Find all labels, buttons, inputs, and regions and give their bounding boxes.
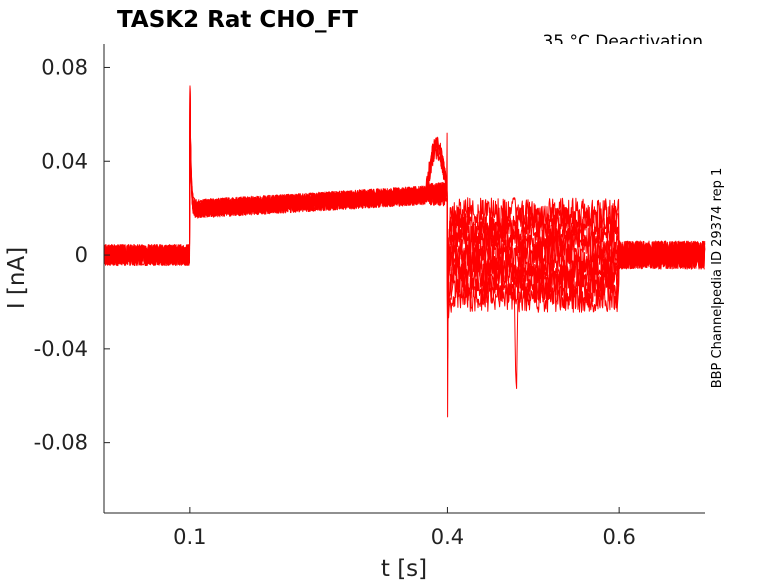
x-axis-ticks: 0.1 0.4 0.6 — [173, 507, 636, 549]
channelpedia-id-label: BBP Channelpedia ID 29374 rep 1 — [710, 168, 725, 389]
plot-area — [103, 44, 706, 514]
current-trace-10 — [103, 85, 706, 337]
y-tick-label: -0.04 — [34, 337, 88, 361]
trace-group — [103, 85, 706, 418]
x-tick-label: 0.6 — [602, 525, 635, 549]
y-axis-ticks: 0.08 0.04 0 -0.04 -0.08 — [34, 55, 110, 455]
y-axis-label: I [nA] — [4, 247, 30, 309]
chart-title: TASK2 Rat CHO_FT — [117, 7, 358, 33]
x-tick-label: 0.4 — [431, 525, 464, 549]
y-tick-label: -0.08 — [34, 431, 88, 455]
x-axis-label: t [s] — [381, 556, 427, 582]
x-tick-label: 0.1 — [173, 525, 206, 549]
plot-background — [104, 44, 705, 513]
y-tick-label: 0.04 — [41, 149, 88, 173]
y-tick-label: 0 — [75, 243, 88, 267]
y-tick-label: 0.08 — [41, 55, 88, 79]
